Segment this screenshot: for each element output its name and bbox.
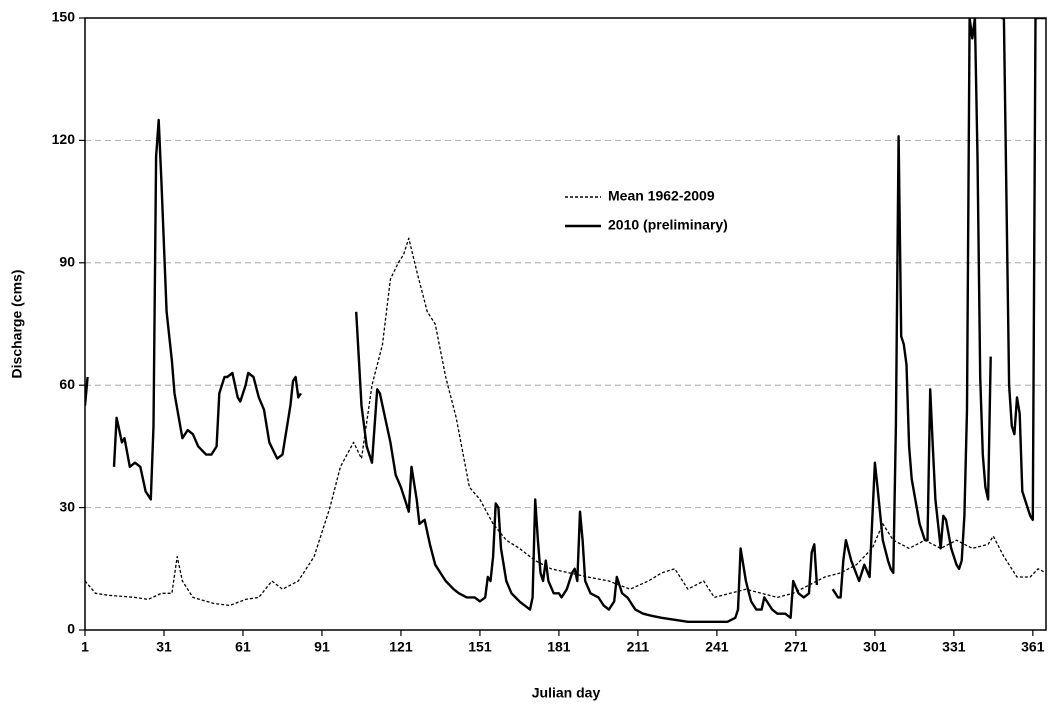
x-tick-label: 301 — [863, 639, 887, 655]
x-tick-label: 1 — [81, 639, 89, 655]
y-tick-label: 30 — [59, 498, 75, 514]
x-tick-label: 361 — [1021, 639, 1045, 655]
x-tick-label: 241 — [705, 639, 729, 655]
x-tick-label: 331 — [942, 639, 966, 655]
x-tick-label: 181 — [547, 639, 571, 655]
x-tick-label: 151 — [468, 639, 492, 655]
x-tick-label: 271 — [784, 639, 808, 655]
plot-frame — [84, 17, 1047, 631]
x-tick-label: 61 — [235, 639, 251, 655]
x-tick-label: 91 — [314, 639, 330, 655]
y-tick-label: 120 — [52, 131, 76, 147]
legend-label: Mean 1962-2009 — [608, 188, 715, 204]
x-tick-label: 211 — [627, 639, 650, 655]
y-tick-label: 60 — [59, 376, 75, 392]
data-line — [85, 237, 1046, 607]
x-tick-label: 31 — [156, 639, 172, 655]
y-tick-label: 0 — [67, 621, 75, 637]
y-axis-label: Discharge (cms) — [9, 270, 25, 379]
y-tick-label: 90 — [59, 254, 75, 270]
x-axis-label: Julian day — [532, 685, 601, 701]
legend-label: 2010 (preliminary) — [608, 217, 728, 233]
x-tick-label: 121 — [389, 639, 413, 655]
data-line — [85, 18, 1046, 623]
y-tick-label: 150 — [52, 9, 76, 25]
